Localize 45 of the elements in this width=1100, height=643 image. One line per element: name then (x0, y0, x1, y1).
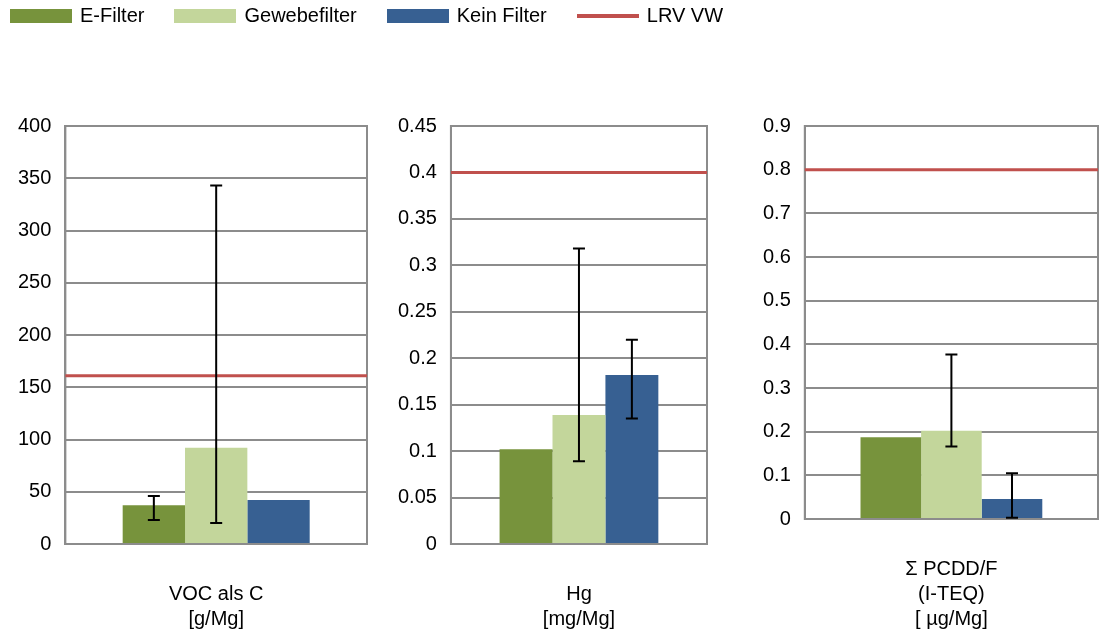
y-tick-label: 50 (29, 479, 52, 502)
x-axis-title: Hg [mg/Mg] (542, 582, 616, 630)
y-tick-label: 0.3 (762, 375, 791, 398)
legend-label: Gewebefilter (244, 4, 357, 27)
y-tick-label: 0.45 (397, 113, 437, 136)
y-tick-label: 0.1 (409, 438, 437, 461)
y-tick-label: 0 (40, 531, 52, 554)
y-tick-label: 0.25 (397, 299, 437, 322)
y-tick-label: 200 (17, 322, 52, 345)
y-tick-label: 0.2 (762, 419, 791, 442)
y-tick-label: 250 (17, 270, 52, 293)
y-tick-label: 0.9 (762, 113, 791, 136)
legend-label: Kein Filter (456, 4, 547, 27)
y-tick-label: 0.2 (409, 345, 437, 368)
y-tick-label: 0.4 (409, 159, 437, 182)
bar (247, 500, 310, 543)
y-tick-label: 100 (17, 427, 52, 450)
x-axis-title: VOC als C [g/Mg] (168, 582, 264, 630)
bar (921, 430, 982, 518)
bar (860, 437, 922, 518)
y-tick-label: 0.05 (397, 485, 437, 508)
legend-label: LRV VW (646, 4, 724, 27)
y-tick-label: 0.4 (762, 331, 791, 354)
y-tick-label: 0.15 (397, 392, 437, 415)
bar (605, 374, 659, 543)
y-tick-label: 150 (17, 374, 52, 397)
y-tick-label: 0.8 (762, 157, 791, 180)
x-axis-title: Σ PCDD/F (I-TEQ) [ µg/Mg] (905, 557, 998, 630)
y-tick-label: 0.7 (762, 200, 791, 223)
bar (981, 498, 1043, 518)
bar (552, 414, 606, 543)
y-tick-label: 300 (17, 218, 52, 241)
bar (499, 449, 553, 543)
y-tick-label: 0.35 (397, 206, 437, 229)
y-tick-label: 0.3 (409, 252, 437, 275)
y-tick-label: 0.6 (762, 244, 791, 267)
legend-label: E-Filter (80, 4, 145, 27)
y-tick-label: 400 (17, 113, 52, 136)
bar (122, 505, 186, 543)
y-tick-label: 0.1 (762, 462, 791, 485)
bar (185, 447, 248, 543)
y-tick-label: 0.5 (762, 288, 791, 311)
y-tick-label: 0 (779, 506, 791, 529)
y-tick-label: 0 (425, 531, 437, 554)
y-tick-label: 350 (17, 165, 52, 188)
